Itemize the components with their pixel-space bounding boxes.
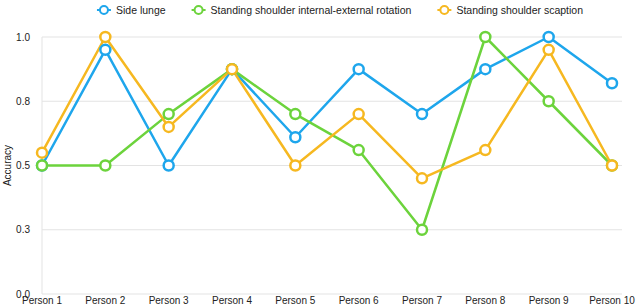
grid-line bbox=[42, 37, 622, 38]
legend-label: Standing shoulder internal-external rota… bbox=[211, 4, 412, 16]
y-tick-label: 0.5 bbox=[16, 160, 30, 171]
point-marker bbox=[37, 161, 47, 171]
x-tick-label: Person 1 bbox=[22, 295, 62, 306]
point-marker bbox=[100, 161, 110, 171]
point-marker bbox=[37, 148, 47, 158]
point-marker bbox=[227, 64, 237, 74]
legend-item: Standing shoulder scaption bbox=[437, 4, 583, 16]
point-marker bbox=[100, 45, 110, 55]
x-tick-label: Person 9 bbox=[529, 295, 569, 306]
plot-area bbox=[37, 32, 617, 235]
point-marker bbox=[544, 45, 554, 55]
chart-svg: 0.00.30.50.81.0AccuracyPerson 1Person 2P… bbox=[0, 0, 640, 308]
x-tick-label: Person 5 bbox=[275, 295, 315, 306]
point-marker bbox=[354, 145, 364, 155]
point-marker bbox=[607, 161, 617, 171]
point-marker bbox=[544, 32, 554, 42]
x-tick-label: Person 2 bbox=[85, 295, 125, 306]
y-tick-label: 0.8 bbox=[16, 96, 30, 107]
legend-label: Side lunge bbox=[116, 4, 166, 16]
legend-item: Standing shoulder internal-external rota… bbox=[192, 4, 412, 16]
point-marker bbox=[417, 225, 427, 235]
point-marker bbox=[607, 161, 617, 171]
point-marker bbox=[544, 96, 554, 106]
point-marker bbox=[290, 109, 300, 119]
point-marker bbox=[354, 64, 364, 74]
x-tick-label: Person 6 bbox=[339, 295, 379, 306]
x-tick-label: Person 8 bbox=[465, 295, 505, 306]
legend-item: Side lunge bbox=[97, 4, 166, 16]
legend-marker bbox=[100, 6, 108, 14]
y-tick-label: 1.0 bbox=[16, 32, 30, 43]
point-marker bbox=[164, 161, 174, 171]
legend-marker bbox=[440, 6, 448, 14]
x-tick-label: Person 3 bbox=[149, 295, 189, 306]
point-marker bbox=[164, 109, 174, 119]
point-marker bbox=[290, 132, 300, 142]
chart-container: 0.00.30.50.81.0AccuracyPerson 1Person 2P… bbox=[0, 0, 640, 308]
point-marker bbox=[417, 109, 427, 119]
point-marker bbox=[227, 64, 237, 74]
series-line bbox=[42, 37, 612, 178]
y-tick-label: 0.3 bbox=[16, 224, 30, 235]
grid-line bbox=[42, 101, 622, 102]
point-marker bbox=[480, 145, 490, 155]
point-marker bbox=[417, 173, 427, 183]
x-tick-label: Person 10 bbox=[589, 295, 635, 306]
point-marker bbox=[480, 64, 490, 74]
point-marker bbox=[290, 161, 300, 171]
legend: Side lunge Standing shoulder internal-ext… bbox=[97, 4, 583, 16]
grid-line bbox=[42, 165, 622, 166]
y-axis-title: Accuracy bbox=[2, 145, 13, 186]
grid-line bbox=[42, 229, 622, 230]
series-line bbox=[42, 37, 612, 230]
point-marker bbox=[480, 32, 490, 42]
legend-label: Standing shoulder scaption bbox=[456, 4, 583, 16]
point-marker bbox=[607, 78, 617, 88]
point-marker bbox=[37, 161, 47, 171]
point-marker bbox=[354, 109, 364, 119]
legend-marker bbox=[195, 6, 203, 14]
x-tick-label: Person 4 bbox=[212, 295, 252, 306]
point-marker bbox=[164, 122, 174, 132]
x-tick-label: Person 7 bbox=[402, 295, 442, 306]
point-marker bbox=[227, 64, 237, 74]
point-marker bbox=[100, 32, 110, 42]
